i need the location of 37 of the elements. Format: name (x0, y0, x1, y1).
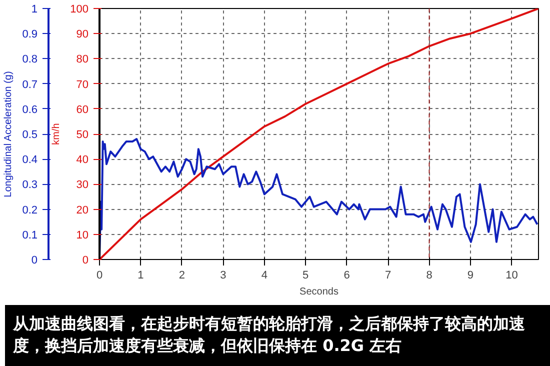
y-tick-label: 70 (76, 78, 89, 91)
x-tick-label: 1 (138, 270, 144, 282)
y-tick-label: 100 (70, 4, 89, 16)
y-tick-label: 60 (76, 104, 89, 116)
x-tick-label: 6 (344, 270, 350, 282)
y2-tick-label: 0.5 (22, 129, 38, 141)
x-tick-label: 3 (220, 270, 226, 282)
y-tick-label: 30 (76, 179, 89, 192)
y2-tick-label: 0.4 (22, 154, 38, 166)
y2-axis-title: Longitudinal Acceleration (g) (3, 71, 14, 198)
y2-tick-label: 0 (31, 254, 38, 266)
y-tick-label: 90 (76, 28, 89, 41)
x-tick-label: 7 (384, 270, 392, 282)
x-tick-label: 8 (426, 270, 432, 282)
y2-tick-label: 0.7 (22, 78, 38, 91)
y-axis-title: km/h (51, 123, 62, 145)
y2-tick-label: 0.6 (22, 104, 38, 116)
y-tick-label: 0 (82, 254, 89, 266)
y2-tick-label: 0.9 (22, 28, 38, 41)
x-tick-label: 2 (178, 270, 186, 282)
text: 从加速曲线图看，在起步时有短暂的轮胎打滑，之后都保持了较高的加速度，换挡后加速度有些衰减，但依旧保持在 0.2G 左右 (13, 313, 526, 357)
x-tick-label: 9 (467, 270, 474, 282)
y-tick-label: 80 (76, 54, 89, 66)
y2-tick-label: 0.3 (22, 179, 38, 192)
y-tick-label: 50 (76, 129, 89, 141)
x-tick-label: 5 (302, 270, 309, 282)
y2-tick-label: 0.1 (22, 229, 38, 242)
y-tick-label: 40 (76, 154, 89, 166)
y2-tick-label: 1 (31, 4, 38, 16)
y-tick-label: 20 (76, 204, 89, 216)
y2-tick-label: 0.8 (22, 54, 38, 66)
x-tick-label: 0 (96, 270, 103, 282)
x-axis-title: Seconds (300, 286, 338, 298)
y-tick-label: 10 (76, 229, 89, 242)
x-tick-label: 4 (261, 270, 268, 282)
y2-tick-label: 0.2 (22, 204, 38, 216)
x-tick-label: 10 (506, 270, 518, 282)
